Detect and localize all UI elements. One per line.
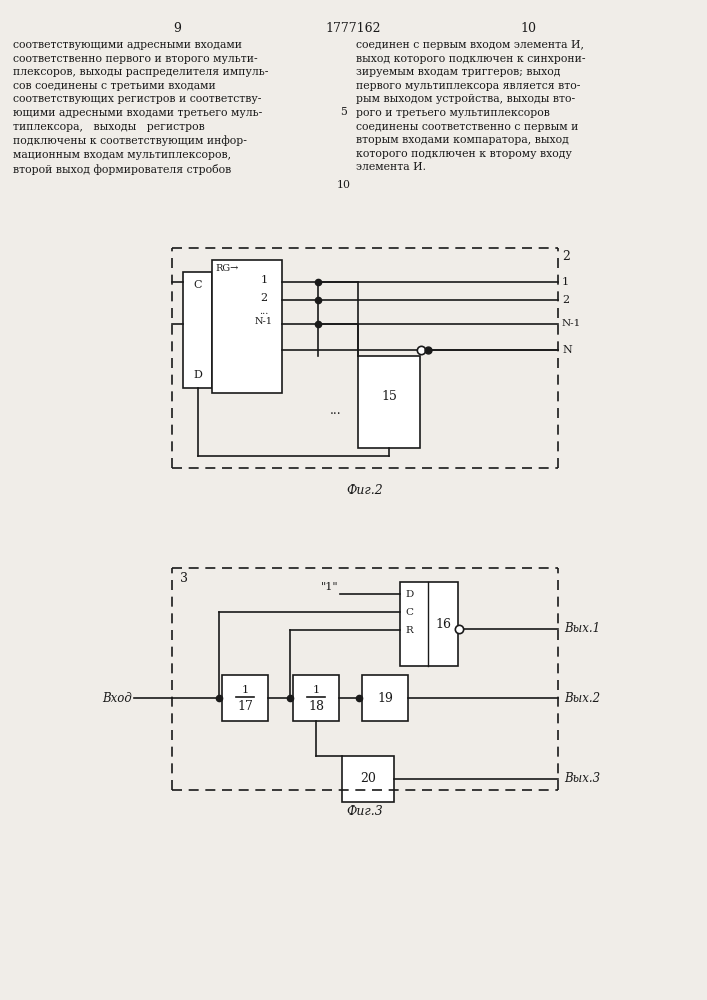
Text: 10: 10 <box>337 180 351 190</box>
Bar <box>222 675 268 721</box>
Text: 5: 5 <box>341 107 347 117</box>
Text: D: D <box>405 590 414 599</box>
Text: D: D <box>193 370 202 380</box>
Text: 1: 1 <box>241 685 249 695</box>
Text: 17: 17 <box>237 700 253 714</box>
Text: 1777162: 1777162 <box>325 22 381 35</box>
Text: 1: 1 <box>562 277 569 287</box>
Text: 20: 20 <box>360 772 376 786</box>
Text: C: C <box>405 608 413 617</box>
Text: 9: 9 <box>173 22 181 35</box>
Bar <box>293 675 339 721</box>
Text: ...: ... <box>259 308 269 316</box>
Text: соответствующими адресными входами
соответственно первого и второго мульти-
плек: соответствующими адресными входами соотв… <box>13 40 269 175</box>
Text: 15: 15 <box>381 390 397 403</box>
Text: 3: 3 <box>180 572 188 585</box>
Text: Вых.3: Вых.3 <box>564 772 600 786</box>
Bar <box>183 272 212 388</box>
Text: N-1: N-1 <box>255 318 273 326</box>
Text: 10: 10 <box>520 22 536 35</box>
Text: RG→: RG→ <box>215 264 238 273</box>
Text: Фиг.2: Фиг.2 <box>346 484 383 497</box>
Bar <box>212 260 282 393</box>
Text: соединен с первым входом элемента И,
выход которого подключен к синхрони-
зируем: соединен с первым входом элемента И, вых… <box>356 40 585 172</box>
Text: 18: 18 <box>308 700 324 714</box>
Text: Вход: Вход <box>102 692 132 704</box>
Text: "1": "1" <box>320 582 338 592</box>
Text: 2: 2 <box>260 293 267 303</box>
Text: 16: 16 <box>435 617 451 631</box>
Bar <box>342 756 394 802</box>
Text: 1: 1 <box>312 685 320 695</box>
Bar <box>358 356 420 448</box>
Bar <box>362 675 408 721</box>
Text: C: C <box>193 280 201 290</box>
Text: R: R <box>405 626 413 635</box>
Text: 2: 2 <box>562 295 569 305</box>
Text: 1: 1 <box>260 275 267 285</box>
Text: Вых.1: Вых.1 <box>564 622 600 636</box>
Text: Вых.2: Вых.2 <box>564 692 600 704</box>
Text: N-1: N-1 <box>562 320 581 328</box>
Text: ...: ... <box>330 403 341 416</box>
Text: Фиг.3: Фиг.3 <box>346 805 383 818</box>
Text: 2: 2 <box>562 250 570 263</box>
Text: 19: 19 <box>377 692 393 704</box>
Text: N: N <box>562 345 572 355</box>
Bar <box>400 582 458 666</box>
